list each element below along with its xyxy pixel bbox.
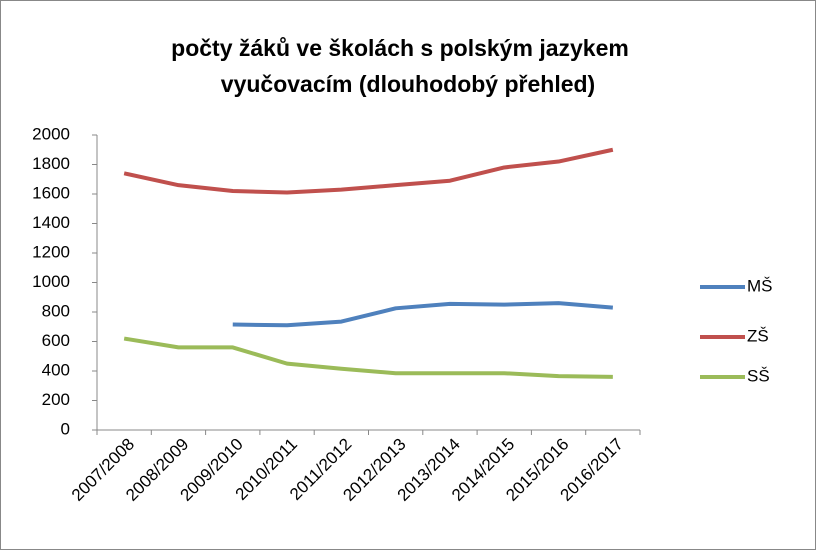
- y-tick-label: 600: [42, 331, 70, 350]
- y-tick-label: 400: [42, 360, 70, 379]
- y-tick-label: 1600: [32, 183, 70, 202]
- y-tick-label: 200: [42, 390, 70, 409]
- line-series: [123, 336, 613, 379]
- legend-label: SŠ: [747, 366, 770, 385]
- y-tick-label: 0: [61, 419, 70, 438]
- y-tick-label: 1200: [32, 242, 70, 261]
- line-series: [123, 147, 614, 195]
- y-tick-label: 1400: [32, 213, 70, 232]
- y-tick-label: 1800: [32, 154, 70, 173]
- y-tick-label: 1000: [32, 272, 70, 291]
- legend-label: MŠ: [747, 276, 773, 295]
- legend-label: ZŠ: [747, 326, 769, 345]
- chart-title: vyučovacím (dlouhodobý přehled): [221, 71, 595, 97]
- y-tick-label: 800: [42, 301, 70, 320]
- y-tick-label: 2000: [32, 124, 70, 143]
- line-series: [232, 301, 614, 328]
- chart-title: počty žáků ve školách s polským jazykem: [171, 35, 629, 61]
